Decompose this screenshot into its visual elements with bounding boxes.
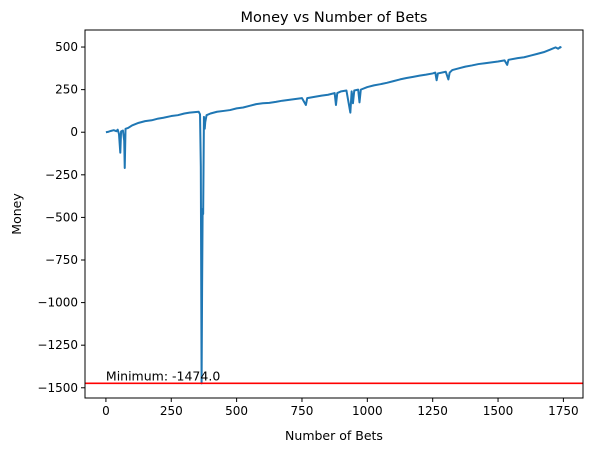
y-axis-label: Money [9,193,24,235]
y-tick-label: −1250 [37,338,78,352]
plot-content [85,46,583,385]
y-tick-label: −750 [45,253,78,267]
y-tick-label: 500 [55,40,78,54]
x-tick-label: 0 [102,404,110,418]
x-axis-label: Number of Bets [285,428,383,443]
y-tick-label: −500 [45,210,78,224]
money-series-line [105,46,562,385]
y-axis-ticks: −1500 −1250 −1000 −750 −500 −250 0 250 500 [37,40,85,395]
y-tick-label: −1000 [37,296,78,310]
y-tick-label: −1500 [37,381,78,395]
x-axis-ticks: 0 250 500 750 1000 1250 1500 1750 [102,398,579,418]
y-tick-label: 0 [70,125,78,139]
x-tick-label: 500 [225,404,248,418]
y-tick-label: −250 [45,168,78,182]
y-tick-label: 250 [55,83,78,97]
chart-title: Money vs Number of Bets [241,10,428,26]
x-tick-label: 1000 [352,404,383,418]
x-tick-label: 1500 [483,404,514,418]
x-tick-label: 1750 [548,404,579,418]
x-tick-label: 1250 [417,404,448,418]
x-tick-label: 750 [291,404,314,418]
plot-frame [84,29,584,399]
x-tick-label: 250 [160,404,183,418]
minimum-annotation: Minimum: -1474.0 [106,368,220,383]
